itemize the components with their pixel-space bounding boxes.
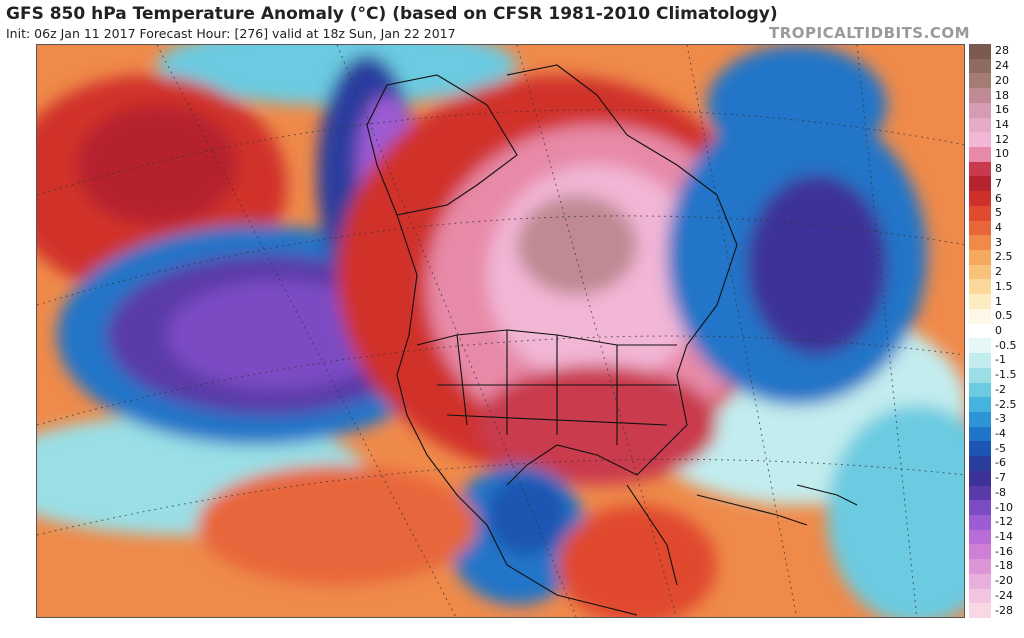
color-scale-legend: 28 24 20 18 16 14 12 10 8 7 6 5 4 3 2.5 2 1.5 1 0.5 0 -0.5 -1… (969, 44, 1016, 619)
legend-label: -3 (995, 412, 1006, 426)
legend-label: -8 (995, 485, 1006, 499)
legend-swatch (969, 102, 991, 119)
legend-swatch (969, 250, 991, 266)
legend-label: 24 (995, 59, 1009, 73)
map-title: GFS 850 hPa Temperature Anomaly (°C) (ba… (6, 4, 778, 24)
legend-swatch (969, 58, 991, 74)
legend-swatch (969, 73, 991, 89)
legend-label: 16 (995, 103, 1009, 117)
legend-label: -24 (995, 588, 1013, 602)
legend-swatch (969, 44, 991, 60)
legend-label: -18 (995, 559, 1013, 573)
legend-swatch (969, 161, 991, 177)
legend-swatch (969, 147, 991, 163)
legend-swatch (969, 411, 991, 428)
legend-label: -20 (995, 574, 1013, 588)
legend-swatch (969, 338, 991, 354)
legend-label: -0.5 (995, 338, 1017, 352)
legend-label: -12 (995, 515, 1013, 529)
legend-swatch (969, 308, 991, 325)
legend-swatch (969, 353, 991, 369)
graticule (37, 45, 964, 617)
legend-label: -28 (995, 603, 1013, 617)
legend-label: -2 (995, 382, 1006, 396)
legend-label: 7 (995, 176, 1002, 190)
legend-swatch (969, 456, 991, 472)
legend-swatch (969, 397, 991, 413)
legend-swatch (969, 382, 991, 398)
anomaly-blobs (37, 45, 964, 617)
legend-label: 2 (995, 265, 1002, 279)
anomaly-map-canvas (37, 45, 964, 617)
legend-swatch (969, 220, 991, 236)
coastlines (366, 64, 858, 616)
legend-swatch (969, 176, 991, 192)
legend-swatch (969, 470, 991, 487)
legend-label: 14 (995, 117, 1009, 131)
legend-label: 4 (995, 220, 1002, 234)
legend-swatch (969, 544, 991, 560)
legend-swatch (969, 367, 991, 383)
legend-swatch (969, 279, 991, 295)
legend-label: 20 (995, 73, 1009, 87)
legend-label: 3 (995, 235, 1002, 249)
legend-label: -7 (995, 471, 1006, 485)
legend-label: -16 (995, 544, 1013, 558)
legend-swatch (969, 426, 991, 442)
legend-label: -2.5 (995, 397, 1017, 411)
legend-swatch (969, 294, 991, 310)
legend-label: 6 (995, 191, 1002, 205)
legend-swatch (969, 500, 991, 516)
legend-label: -4 (995, 427, 1006, 441)
legend-swatch (969, 235, 991, 251)
legend-label: 1 (995, 294, 1002, 308)
legend-swatch (969, 132, 991, 148)
legend-swatch (969, 514, 991, 531)
legend-swatch (969, 205, 991, 222)
legend-label: 10 (995, 147, 1009, 161)
legend-label: -14 (995, 530, 1013, 544)
brand-watermark: TROPICALTIDBITS.COM (769, 24, 970, 42)
legend-label: -1.5 (995, 368, 1017, 382)
legend-swatch (969, 529, 991, 545)
legend-label: -1 (995, 353, 1006, 367)
legend-swatch (969, 88, 991, 104)
legend-swatch (969, 573, 991, 590)
legend-label: -6 (995, 456, 1006, 470)
legend-label: -5 (995, 441, 1006, 455)
legend-swatch (969, 323, 991, 339)
legend-label: 12 (995, 132, 1009, 146)
anomaly-map (36, 44, 965, 618)
legend-label: 18 (995, 88, 1009, 102)
legend-swatch (969, 588, 991, 604)
legend-swatch (969, 485, 991, 501)
legend-swatch (969, 559, 991, 575)
legend-swatch (969, 603, 991, 619)
legend-label: 0.5 (995, 309, 1013, 323)
legend-swatch (969, 441, 991, 457)
legend-swatch (969, 117, 991, 133)
map-subtitle: Init: 06z Jan 11 2017 Forecast Hour: [27… (6, 26, 456, 41)
legend-label: 1.5 (995, 279, 1013, 293)
legend-label: 0 (995, 324, 1002, 337)
legend-label: 8 (995, 162, 1002, 176)
legend-label: 5 (995, 206, 1002, 220)
legend-label: -10 (995, 500, 1013, 514)
legend-swatch (969, 264, 991, 280)
legend-swatch (969, 191, 991, 207)
legend-label: 28 (995, 44, 1009, 58)
legend-label: 2.5 (995, 250, 1013, 264)
